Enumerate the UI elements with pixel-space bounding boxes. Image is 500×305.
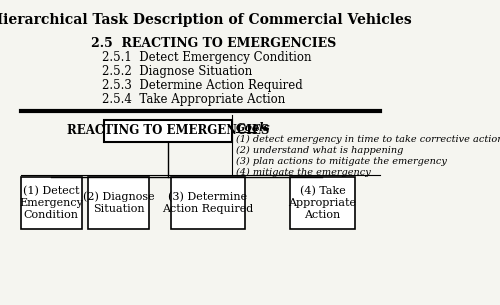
- Text: (3) plan actions to mitigate the emergency: (3) plan actions to mitigate the emergen…: [236, 157, 446, 166]
- FancyBboxPatch shape: [88, 177, 149, 229]
- Text: 2.5.1  Detect Emergency Condition: 2.5.1 Detect Emergency Condition: [102, 51, 311, 64]
- Text: (1) Detect
Emergency
Condition: (1) Detect Emergency Condition: [20, 186, 83, 220]
- Text: 2.5.3  Determine Action Required: 2.5.3 Determine Action Required: [102, 79, 302, 92]
- FancyBboxPatch shape: [171, 177, 244, 229]
- FancyBboxPatch shape: [21, 177, 82, 229]
- Text: Hierarchical Task Description of Commercial Vehicles: Hierarchical Task Description of Commerc…: [0, 13, 412, 27]
- Text: (4) mitigate the emergency: (4) mitigate the emergency: [236, 168, 370, 177]
- Text: (2) understand what is happening: (2) understand what is happening: [236, 146, 403, 155]
- Text: (3) Determine
Action Required: (3) Determine Action Required: [162, 192, 254, 214]
- Text: 2.5.2  Diagnose Situation: 2.5.2 Diagnose Situation: [102, 65, 252, 78]
- Text: REACTING TO EMERGENCIES: REACTING TO EMERGENCIES: [66, 124, 269, 138]
- Text: Goals: Goals: [236, 122, 270, 133]
- Text: 2.5.4  Take Appropriate Action: 2.5.4 Take Appropriate Action: [102, 93, 285, 106]
- Text: (1) detect emergency in time to take corrective actions: (1) detect emergency in time to take cor…: [236, 135, 500, 144]
- FancyBboxPatch shape: [104, 120, 232, 142]
- Text: 2.5  REACTING TO EMERGENCIES: 2.5 REACTING TO EMERGENCIES: [90, 37, 336, 50]
- Text: (2) Diagnose
Situation: (2) Diagnose Situation: [83, 192, 154, 214]
- Text: (4) Take
Appropriate
Action: (4) Take Appropriate Action: [288, 186, 356, 220]
- FancyBboxPatch shape: [290, 177, 354, 229]
